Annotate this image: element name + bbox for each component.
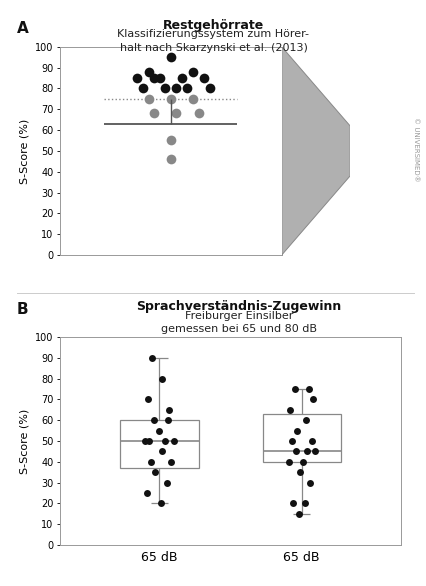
Y-axis label: S-Score (%): S-Score (%) <box>20 118 29 183</box>
Polygon shape <box>281 47 349 255</box>
Text: A: A <box>17 21 29 36</box>
Bar <box>120 420 198 468</box>
Text: Klassifizierungssystem zum Hörer-
halt nach Skarzynski et al. (2013): Klassifizierungssystem zum Hörer- halt n… <box>117 29 309 53</box>
Bar <box>262 414 340 462</box>
Text: Sprachverständnis-Zugewinn: Sprachverständnis-Zugewinn <box>136 300 341 313</box>
Text: Restgehörrate: Restgehörrate <box>162 19 264 32</box>
Text: © UNIVERSIMED®: © UNIVERSIMED® <box>412 117 418 182</box>
Text: B: B <box>17 302 29 317</box>
Y-axis label: S-Score (%): S-Score (%) <box>20 408 29 473</box>
Text: Freiburger Einsilber
gemessen bei 65 und 80 dB: Freiburger Einsilber gemessen bei 65 und… <box>161 311 317 334</box>
